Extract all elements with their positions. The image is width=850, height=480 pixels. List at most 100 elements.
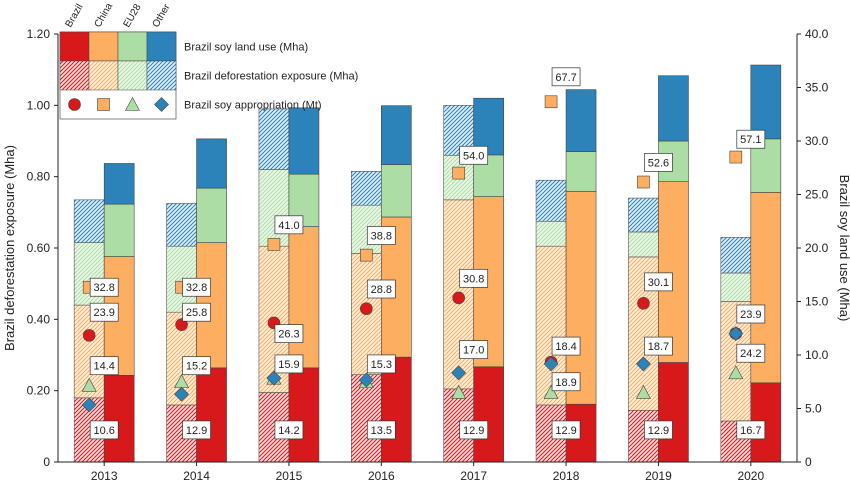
data-label: 30.8: [459, 268, 489, 288]
right-tick-label: 20.0: [805, 241, 829, 255]
legend-swatch-land-use-brazil: [59, 31, 90, 62]
land-use-bar-brazil: [381, 356, 412, 463]
data-label-box: [736, 304, 766, 324]
data-label: 18.4: [551, 336, 581, 356]
marker-eu28-triangle: [728, 365, 744, 380]
data-label-text: 52.6: [648, 157, 669, 169]
data-label-text: 15.9: [278, 359, 299, 371]
data-label-text: 12.9: [555, 425, 576, 437]
data-label-box: [89, 277, 119, 297]
data-label-box: [366, 226, 396, 245]
legend-header-other: Other: [151, 2, 173, 30]
legend-swatch-land-use-china: [88, 31, 119, 62]
land-use-bar-eu28: [565, 151, 597, 192]
deforestation-bar-other: [166, 203, 197, 247]
right-tick-label: 15.0: [805, 295, 829, 309]
deforestation-bar-other: [628, 197, 659, 233]
data-label: 16.7: [736, 420, 766, 440]
marker-other-diamond: [636, 356, 651, 372]
data-label-text: 30.8: [463, 273, 484, 285]
data-label-box: [274, 324, 304, 343]
data-label: 15.2: [182, 356, 211, 376]
legend-header-brazil: Brazil: [64, 2, 86, 29]
x-axis-ticks: 2013 2014 2015 2016 2017 2018 2019 2020: [91, 462, 764, 480]
data-label: 41.0: [274, 215, 304, 235]
legend-row-label: Brazil soy land use (Mha): [184, 42, 308, 54]
markers-layer: [81, 95, 744, 413]
legend-header-china: China: [93, 1, 116, 30]
marker-brazil-circle: [637, 296, 650, 310]
x-tick-label: 2013: [91, 469, 118, 480]
right-tick-label: 25.0: [805, 188, 829, 202]
data-label-text: 12.9: [648, 425, 669, 437]
data-label-box: [366, 420, 396, 440]
data-label-box: [459, 340, 489, 359]
data-label: 57.1: [736, 129, 766, 149]
data-label: 32.8: [182, 277, 211, 297]
data-label: 10.6: [89, 420, 119, 440]
data-label: 18.7: [644, 336, 673, 356]
bars-layer: [73, 64, 782, 463]
data-label-text: 38.8: [371, 231, 392, 243]
data-label-text: 30.1: [648, 277, 669, 289]
data-label-text: 26.3: [278, 329, 299, 341]
legend-swatch-deforestation-eu28: [117, 60, 148, 91]
legend-swatch-deforestation-china: [88, 60, 119, 91]
data-label-box: [459, 268, 489, 288]
marker-brazil-circle: [360, 302, 373, 315]
data-label: 26.3: [274, 324, 304, 343]
data-label-box: [274, 215, 304, 235]
marker-eu28-triangle: [543, 384, 559, 399]
data-label-box: [89, 302, 119, 322]
land-use-bar-other: [658, 75, 689, 142]
data-label-text: 13.5: [371, 425, 392, 437]
deforestation-bar-other: [73, 199, 105, 243]
left-tick-label: 0.20: [27, 384, 51, 398]
data-label-box: [274, 354, 304, 374]
marker-brazil-circle: [175, 318, 188, 331]
data-label-text: 41.0: [278, 220, 299, 232]
data-label-text: 15.2: [186, 361, 207, 373]
x-tick-label: 2015: [276, 469, 303, 480]
data-label: 24.2: [736, 343, 766, 363]
left-tick-label: 1.20: [27, 27, 51, 41]
data-label-text: 10.6: [93, 425, 114, 437]
land-use-bar-brazil: [103, 375, 135, 463]
land-use-bar-eu28: [103, 203, 135, 257]
right-tick-label: 0: [805, 455, 812, 469]
data-label-text: 15.3: [371, 359, 392, 371]
data-label-text: 23.9: [740, 309, 761, 321]
data-label: 23.9: [89, 302, 119, 322]
data-label-box: [551, 336, 581, 356]
marker-eu28-triangle: [81, 377, 97, 392]
land-use-bar-china: [658, 181, 689, 363]
deforestation-bar-eu28: [258, 169, 290, 247]
marker-eu28-triangle: [635, 384, 651, 399]
land-use-bar-brazil: [288, 367, 320, 463]
data-label: 12.9: [551, 420, 581, 440]
x-tick-label: 2019: [645, 469, 672, 480]
data-label-box: [551, 420, 581, 440]
right-axis-title: Brazil soy land use (Mha): [837, 175, 850, 322]
left-tick-label: 0.80: [27, 170, 51, 184]
deforestation-bar-eu28: [628, 231, 659, 258]
data-label-box: [366, 354, 396, 374]
data-label-box: [182, 302, 211, 322]
x-tick-label: 2017: [460, 469, 487, 480]
marker-other-diamond: [174, 386, 189, 402]
data-label-box: [366, 279, 396, 299]
land-use-bar-other: [103, 163, 135, 205]
data-labels-layer: 32.8 23.9 14.4 10.6 32.8 25.8 15.2 12.9 41.0 26.3…: [89, 67, 766, 440]
data-label: 32.8: [89, 277, 119, 297]
axes: 0 0.20 0.40 0.60 0.80 1.00 1.20 0 5.0 10.0 15.0 20…: [2, 27, 850, 480]
data-label: 38.8: [366, 226, 396, 245]
marker-china-square: [452, 166, 465, 180]
marker-other-diamond: [358, 372, 374, 388]
marker-brazil-circle: [452, 291, 465, 305]
land-use-bar-china: [565, 190, 597, 405]
left-tick-label: 1.00: [27, 98, 51, 112]
data-label-text: 25.8: [186, 307, 207, 319]
data-label-box: [551, 67, 581, 87]
deforestation-bar-other: [258, 108, 290, 170]
data-label: 17.0: [459, 340, 489, 359]
